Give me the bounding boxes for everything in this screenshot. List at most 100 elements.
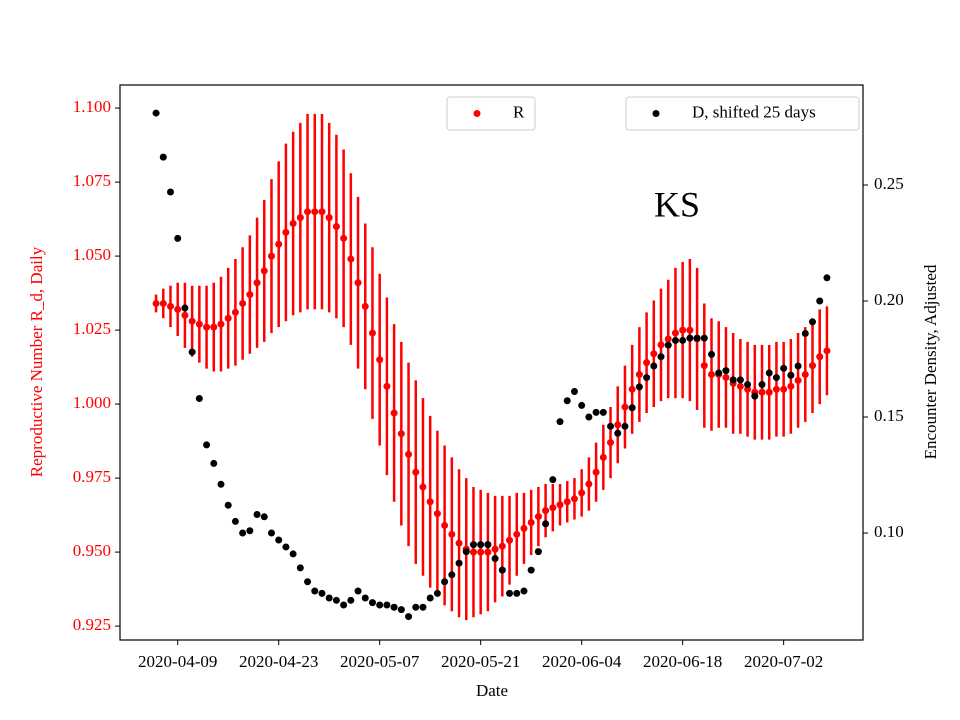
legend-marker (473, 110, 481, 117)
point (181, 311, 189, 319)
point (267, 252, 275, 260)
plot-frame (119, 84, 864, 641)
point (563, 397, 571, 405)
point (686, 326, 694, 334)
point (664, 335, 672, 343)
point (607, 439, 615, 447)
point (231, 308, 239, 316)
point (671, 329, 679, 337)
point (556, 501, 564, 509)
point (758, 381, 766, 389)
point (195, 394, 203, 402)
point (679, 336, 687, 344)
x-tick-label: 2020-05-07 (340, 652, 420, 671)
point (347, 596, 355, 604)
y2-tick-label: 0.25 (874, 174, 904, 193)
point (332, 596, 340, 604)
point (708, 350, 716, 358)
point (368, 329, 376, 337)
point (686, 334, 694, 342)
point (498, 542, 506, 550)
point (397, 430, 405, 438)
point (455, 539, 463, 547)
point (758, 388, 766, 396)
point (708, 370, 716, 378)
point (607, 422, 615, 430)
point (441, 521, 449, 529)
point (361, 302, 369, 310)
x-tick-label: 2020-06-18 (643, 652, 722, 671)
point (823, 274, 831, 282)
y-tick-label: 0.925 (73, 615, 111, 634)
point (469, 548, 477, 556)
point (260, 513, 268, 521)
point (325, 594, 333, 602)
point (448, 530, 456, 538)
point (166, 302, 174, 310)
point (441, 578, 449, 586)
x-tick-label: 2020-05-21 (441, 652, 520, 671)
point (592, 408, 600, 416)
point (405, 450, 413, 458)
point (239, 299, 247, 307)
point (426, 594, 434, 602)
point (477, 548, 485, 556)
point (736, 376, 744, 384)
y-tick-label: 1.000 (73, 393, 111, 412)
point (570, 388, 578, 396)
point (484, 541, 492, 549)
point (246, 291, 254, 299)
y-tick-label: 1.025 (73, 319, 111, 338)
point (224, 501, 232, 509)
point (231, 517, 239, 525)
point (578, 401, 586, 409)
y-tick-label: 0.950 (73, 541, 111, 560)
point (744, 381, 752, 389)
point (506, 589, 514, 597)
point (397, 606, 405, 614)
point (513, 530, 521, 538)
point (448, 571, 456, 579)
point (354, 279, 362, 287)
point (311, 587, 319, 595)
point (506, 536, 514, 544)
legend-label: R (513, 102, 525, 121)
y-tick-label: 0.975 (73, 467, 111, 486)
point (780, 385, 788, 393)
legend-box (446, 96, 536, 131)
point (592, 468, 600, 476)
point (296, 214, 304, 222)
point (159, 153, 167, 161)
point (765, 369, 773, 377)
point (318, 208, 326, 216)
legend-marker (652, 110, 660, 117)
point (203, 323, 211, 331)
point (621, 422, 629, 430)
point (390, 603, 398, 611)
y2-axis-label: Encounter Density, Adjusted (921, 264, 940, 459)
point (578, 489, 586, 497)
point (628, 385, 636, 393)
point (181, 304, 189, 312)
point (412, 468, 420, 476)
legend-label: D, shifted 25 days (692, 102, 816, 121)
point (412, 603, 420, 611)
point (570, 495, 578, 503)
point (455, 559, 463, 567)
y2-tick-label: 0.10 (874, 522, 904, 541)
point (304, 208, 312, 216)
point (520, 587, 528, 595)
point (152, 299, 160, 307)
point (383, 601, 391, 609)
point (340, 601, 348, 609)
point (433, 510, 441, 518)
point (174, 305, 182, 313)
y-axis-label: Reproductive Number R_d, Daily (27, 246, 46, 477)
point (628, 404, 636, 412)
point (736, 382, 744, 390)
point (325, 214, 333, 222)
point (376, 356, 384, 364)
point (166, 188, 174, 196)
point (246, 527, 254, 535)
